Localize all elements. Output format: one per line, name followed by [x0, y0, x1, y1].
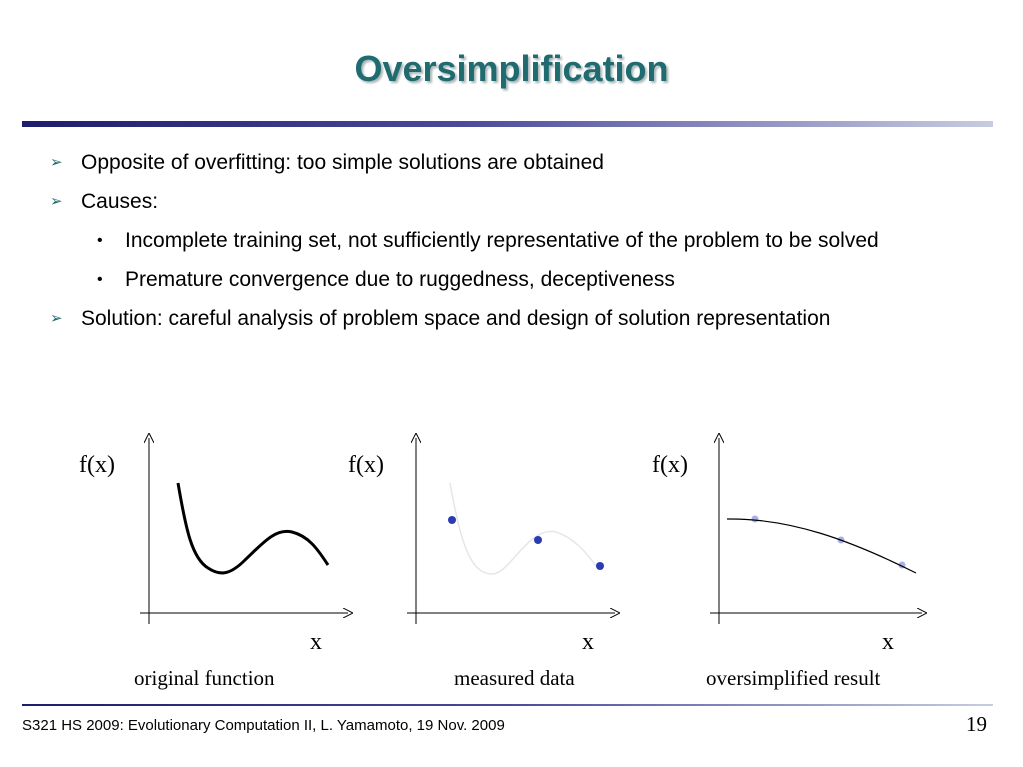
y-axis-label: f(x)	[348, 452, 384, 478]
arrow-bullet-icon: ➢	[50, 185, 63, 219]
dot-bullet-icon: •	[97, 263, 103, 297]
figure-caption: original function	[134, 666, 275, 690]
data-point	[534, 536, 542, 544]
bullet-item: ➢ Opposite of overfitting: too simple so…	[50, 146, 990, 180]
panel-oversimplified-result: f(x) x oversimplified result	[652, 438, 922, 690]
data-point	[448, 516, 456, 524]
arrow-bullet-icon: ➢	[50, 302, 63, 336]
figure-caption: measured data	[454, 666, 575, 690]
sub-bullet-text: Incomplete training set, not sufficientl…	[125, 229, 879, 252]
figure-panels: f(x) x original function f(x) x measured…	[0, 420, 1023, 695]
faint-function-curve	[450, 483, 596, 574]
x-axis-label: x	[310, 629, 322, 655]
data-point	[596, 562, 604, 570]
title-divider	[22, 121, 993, 127]
y-axis-label: f(x)	[652, 452, 688, 478]
dot-bullet-icon: •	[97, 224, 103, 258]
figure-caption: oversimplified result	[706, 666, 881, 690]
bullet-item: ➢ Solution: careful analysis of problem …	[50, 302, 990, 336]
x-axis-label: x	[882, 629, 894, 655]
sub-bullet-item: • Premature convergence due to ruggednes…	[50, 263, 990, 297]
y-axis-label: f(x)	[79, 452, 115, 478]
panel-original-function: f(x) x original function	[79, 438, 348, 690]
bullet-text: Causes:	[81, 190, 158, 213]
function-curve	[178, 483, 328, 573]
bullet-text: Solution: careful analysis of problem sp…	[81, 307, 830, 330]
page-number: 19	[966, 712, 987, 737]
bullet-list: ➢ Opposite of overfitting: too simple so…	[50, 146, 990, 336]
footer-text: S321 HS 2009: Evolutionary Computation I…	[22, 717, 505, 734]
panel-measured-data: f(x) x measured data	[348, 438, 615, 690]
simplified-curve	[727, 519, 916, 573]
bullet-item: ➢ Causes:	[50, 185, 990, 219]
faded-data-point	[752, 516, 759, 523]
sub-bullet-text: Premature convergence due to ruggedness,…	[125, 268, 675, 291]
arrow-bullet-icon: ➢	[50, 146, 63, 180]
footer-divider	[22, 704, 993, 706]
sub-bullet-item: • Incomplete training set, not sufficien…	[50, 224, 990, 258]
x-axis-label: x	[582, 629, 594, 655]
bullet-text: Opposite of overfitting: too simple solu…	[81, 151, 604, 174]
slide-title: Oversimplification	[0, 48, 1023, 90]
